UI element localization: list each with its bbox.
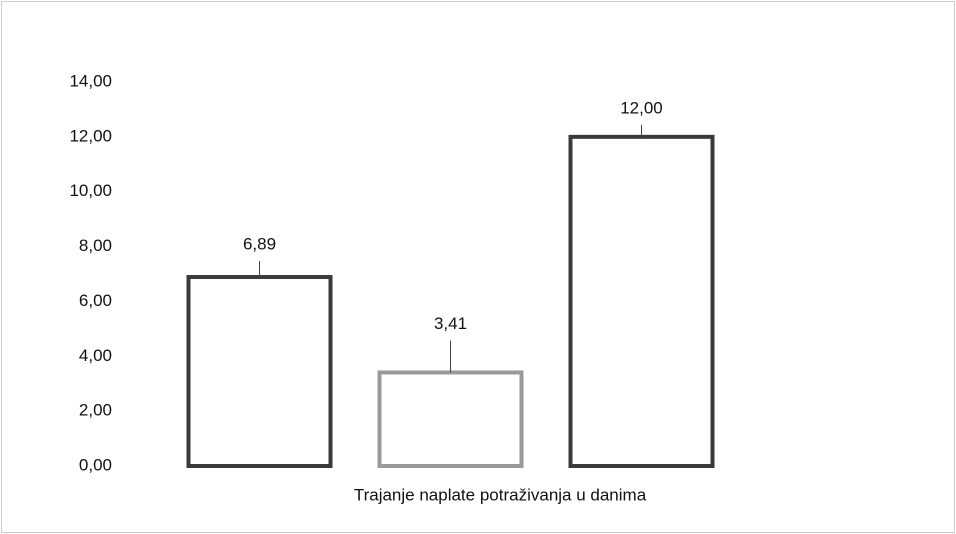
bar xyxy=(377,370,524,468)
bar xyxy=(186,275,333,469)
x-axis-label: Trajanje naplate potraživanja u danima xyxy=(354,485,647,504)
y-tick-label: 2,00 xyxy=(79,401,112,420)
y-tick-label: 0,00 xyxy=(79,455,112,474)
data-label: 3,41 xyxy=(434,314,467,333)
data-label: 12,00 xyxy=(620,98,663,117)
y-tick-label: 4,00 xyxy=(79,346,112,365)
y-tick-label: 6,00 xyxy=(79,291,112,310)
y-tick-label: 12,00 xyxy=(69,126,112,145)
y-tick-label: 8,00 xyxy=(79,236,112,255)
y-tick-label: 14,00 xyxy=(69,71,112,90)
y-tick-label: 10,00 xyxy=(69,181,112,200)
bar xyxy=(568,134,715,468)
data-label: 6,89 xyxy=(243,235,276,254)
